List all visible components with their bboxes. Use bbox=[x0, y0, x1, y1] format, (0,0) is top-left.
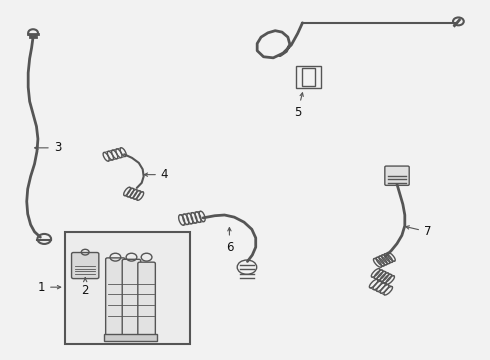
Text: 5: 5 bbox=[294, 93, 303, 119]
Text: 6: 6 bbox=[226, 228, 233, 254]
Bar bbox=[296, 66, 321, 88]
Text: 4: 4 bbox=[144, 168, 169, 181]
Text: 7: 7 bbox=[406, 225, 432, 238]
Bar bbox=[302, 68, 315, 86]
Bar bbox=[65, 232, 191, 343]
FancyBboxPatch shape bbox=[106, 258, 125, 339]
Text: 2: 2 bbox=[81, 278, 89, 297]
Text: 3: 3 bbox=[35, 141, 61, 154]
FancyBboxPatch shape bbox=[138, 262, 155, 336]
FancyBboxPatch shape bbox=[72, 252, 99, 279]
FancyBboxPatch shape bbox=[385, 166, 409, 185]
Text: 1: 1 bbox=[38, 281, 61, 294]
Bar bbox=[104, 334, 157, 341]
FancyBboxPatch shape bbox=[122, 259, 141, 338]
